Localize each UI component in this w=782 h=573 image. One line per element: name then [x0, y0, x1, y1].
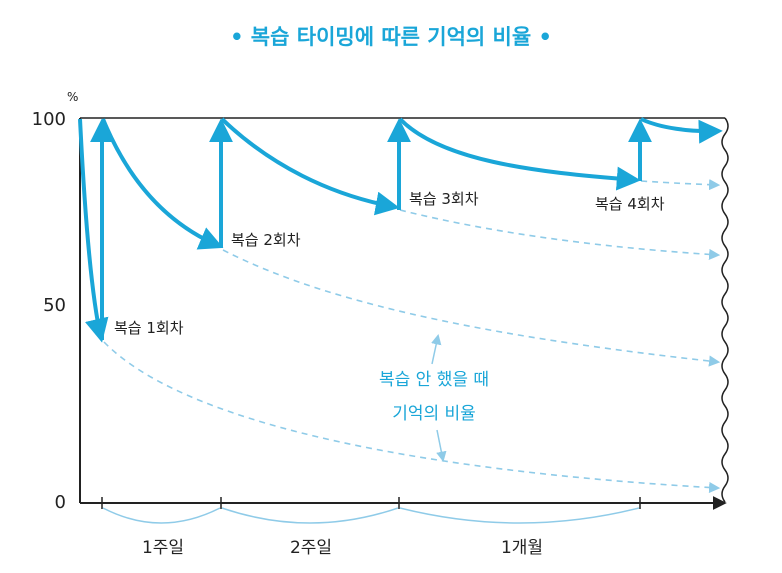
y-tick-0: 0 [55, 492, 66, 513]
review-label-1: 복습 1회차 [114, 319, 184, 337]
wavy-right-edge [721, 117, 729, 503]
brace-1-week [102, 507, 221, 524]
period-label-2-weeks: 2주일 [290, 538, 332, 558]
brace-1-month [399, 507, 640, 524]
curve-forgetting-after-review-2 [220, 117, 400, 216]
y-tick-50: 50 [43, 295, 66, 316]
chart-title: • 복습 타이밍에 따른 기억의 비율 • [230, 25, 552, 49]
curve-no-review [103, 341, 721, 494]
period-label-1-month: 1개월 [501, 538, 543, 558]
annotation-line-2: 기억의 비율 [392, 404, 476, 424]
curve-decay-after-review-3 [640, 179, 721, 191]
curve-decay-after-review-1 [222, 249, 721, 367]
curve-decay-after-review-2 [399, 209, 721, 261]
curve-forgetting-after-review-1 [101, 118, 224, 250]
y-axis-unit: % [67, 90, 78, 104]
annotation-pointer-up [431, 333, 442, 365]
review-label-2: 복습 2회차 [231, 231, 301, 249]
annotation-pointer-down [436, 429, 447, 463]
period-label-1-week: 1주일 [142, 538, 184, 558]
review-label-3: 복습 3회차 [409, 190, 479, 208]
review-label-4: 복습 4회차 [595, 195, 665, 213]
curve-forgetting-after-review-3 [398, 117, 641, 191]
curve-forgetting-initial [78, 118, 109, 343]
curve-forgetting-after-review-4 [640, 117, 723, 144]
brace-2-weeks [221, 507, 399, 524]
y-tick-100: 100 [32, 109, 66, 130]
annotation-line-1: 복습 안 했을 때 [379, 370, 489, 390]
